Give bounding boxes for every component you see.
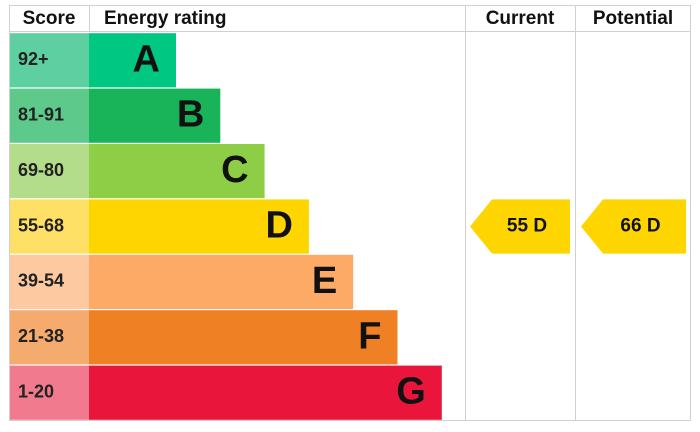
score-cell [10,144,89,199]
score-label: 21-38 [18,326,64,346]
score-label: 39-54 [18,271,64,291]
score-label: 1-20 [18,381,54,401]
current-band: D [533,216,547,237]
score-cell [10,33,89,88]
rating-bar [89,365,442,420]
score-cell [10,199,89,254]
rating-letter: F [358,315,381,357]
header-rating: Energy rating [104,8,226,29]
rating-letter: B [177,94,204,136]
rating-letter: A [133,38,160,80]
rating-letter: E [312,260,337,302]
rating-letter: C [221,149,248,191]
potential-arrow [581,199,686,254]
score-cell [10,88,89,143]
rating-letter: G [396,371,426,413]
rating-bar [89,199,309,254]
score-label: 92+ [18,49,49,69]
current-score: 55 [507,216,529,237]
rating-bar [89,310,398,365]
rating-letter: D [265,205,292,247]
header-score: Score [23,8,76,29]
current-arrow [470,199,570,254]
rating-bar [89,88,221,143]
potential-band: D [647,216,661,237]
score-cell [10,254,89,309]
header-potential: Potential [593,8,673,29]
score-label: 81-91 [18,104,64,124]
score-label: 55-68 [18,215,64,235]
frame [9,5,691,421]
score-cell [10,310,89,365]
potential-score: 66 [620,216,641,237]
score-cell [10,365,89,420]
potential-label: 66 D [620,216,660,237]
rating-bar [89,33,176,88]
rating-bar [89,254,354,309]
score-label: 69-80 [18,160,64,180]
grid [9,5,691,421]
header-current: Current [486,8,555,29]
current-label: 55 D [507,216,547,237]
rating-bar [89,144,265,199]
